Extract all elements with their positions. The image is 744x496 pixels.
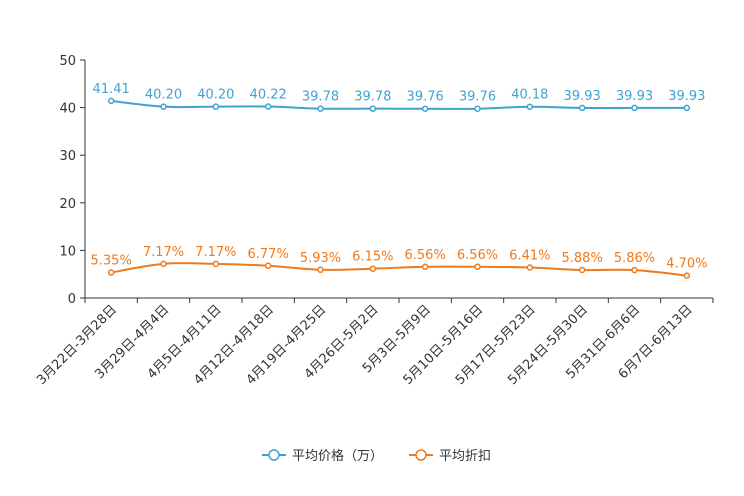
legend-label: 平均价格（万） — [292, 448, 383, 464]
data-label: 6.15% — [352, 250, 393, 265]
data-label: 39.76 — [407, 90, 444, 105]
legend: 平均价格（万） 平均折扣 — [262, 448, 491, 464]
data-point — [107, 269, 115, 276]
data-label: 7.17% — [195, 245, 236, 260]
data-point — [317, 105, 324, 112]
data-point — [264, 262, 272, 270]
data-point — [578, 104, 586, 112]
data-point — [160, 103, 167, 110]
data-point — [369, 265, 377, 272]
data-label: 39.76 — [459, 90, 496, 105]
y-tick-label: 0 — [68, 292, 76, 307]
data-point — [631, 266, 638, 274]
data-label: 6.77% — [248, 247, 289, 262]
data-label: 39.78 — [302, 90, 339, 105]
data-label: 40.22 — [250, 88, 287, 103]
data-label: 39.93 — [668, 89, 705, 104]
data-label: 39.93 — [564, 89, 601, 104]
data-label: 39.93 — [616, 89, 653, 104]
data-point — [160, 260, 167, 268]
data-point — [631, 104, 638, 112]
data-label: 4.70% — [666, 257, 707, 272]
series-layer: 41.41 40.20 40.20 40.22 39.78 39.78 39.76 39.76… — [91, 82, 707, 279]
legend-item-1: 平均价格（万） — [262, 448, 383, 464]
y-tick-label: 50 — [59, 54, 76, 69]
data-point — [683, 104, 691, 112]
data-point — [212, 103, 220, 110]
data-label: 40.18 — [511, 88, 548, 103]
data-point — [317, 266, 324, 274]
data-label: 5.35% — [91, 254, 132, 269]
legend-item-2: 平均折扣 — [409, 449, 491, 464]
y-tick-label: 20 — [59, 197, 76, 212]
data-label: 6.41% — [509, 248, 550, 263]
data-label: 40.20 — [145, 88, 182, 103]
data-point — [474, 263, 481, 271]
data-point — [421, 263, 429, 271]
data-point — [474, 105, 481, 112]
series-1: 41.41 40.20 40.20 40.22 39.78 39.78 39.76 39.76… — [93, 82, 705, 112]
data-point — [264, 103, 272, 110]
data-point — [107, 97, 115, 105]
series-2: 5.35% 7.17% 7.17% 6.77% 5.93% 6.15% 6.56% 6.56%… — [91, 245, 707, 279]
data-point — [683, 272, 691, 279]
data-label: 6.56% — [457, 248, 498, 263]
data-label: 5.88% — [562, 251, 603, 266]
y-tick-label: 10 — [59, 244, 76, 259]
data-point — [526, 264, 534, 271]
legend-marker-icon — [268, 449, 280, 461]
series-line — [111, 262, 687, 277]
data-label: 5.93% — [300, 251, 341, 266]
data-label: 5.86% — [614, 251, 655, 266]
legend-marker-icon — [415, 449, 427, 461]
y-tick-label: 30 — [59, 149, 76, 164]
data-label: 7.17% — [143, 245, 184, 260]
y-tick-label: 40 — [59, 102, 76, 117]
data-point — [578, 266, 586, 274]
series-line — [111, 99, 687, 110]
data-point — [212, 260, 220, 268]
data-point — [369, 105, 377, 112]
data-point — [526, 103, 534, 110]
data-point — [421, 105, 429, 112]
data-label: 6.56% — [405, 248, 446, 263]
data-label: 41.41 — [93, 82, 130, 97]
data-label: 39.78 — [354, 90, 391, 105]
legend-label: 平均折扣 — [439, 449, 491, 464]
data-label: 40.20 — [197, 88, 234, 103]
